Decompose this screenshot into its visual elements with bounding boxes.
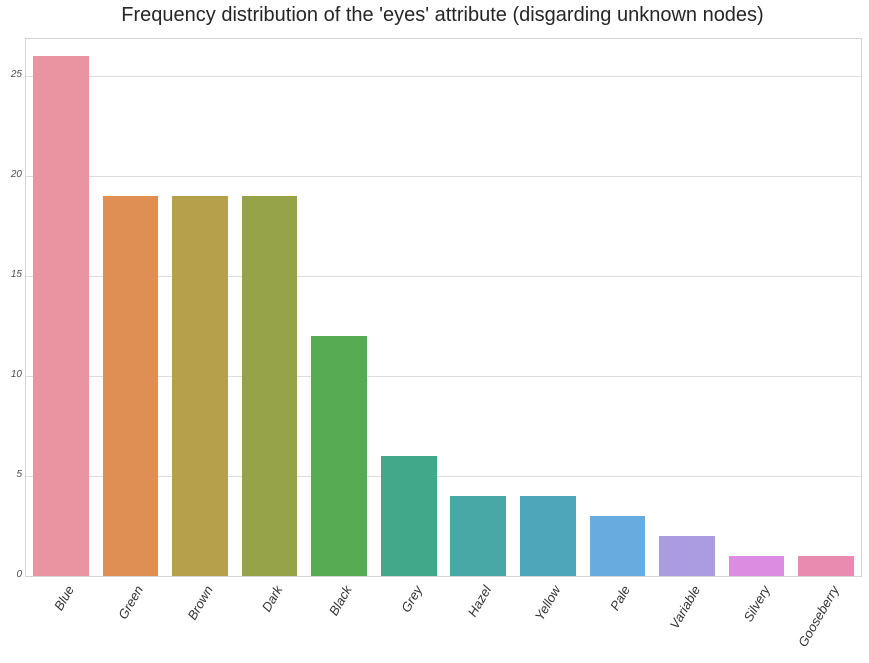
gridline [26,375,861,377]
bar-grey [380,456,437,576]
x-tick-label: Dark [258,583,286,615]
x-tick-label: Gooseberry [795,583,843,650]
y-tick-label: 10 [10,369,22,380]
x-tick-label: Variable [666,583,704,632]
bar-green [102,196,159,576]
gridline [26,175,861,177]
plot-area [25,38,862,577]
gridline [26,275,861,277]
bar-yellow [520,496,576,576]
gridline [26,75,861,77]
bar-brown [172,196,228,576]
bar-black [311,336,367,576]
x-tick-label: Green [115,583,147,622]
x-tick-label: Pale [607,583,634,614]
x-tick-label: Hazel [464,583,495,620]
bar-gooseberry [798,556,855,576]
y-tick-label: 25 [10,69,22,80]
bar-dark [241,196,298,576]
x-tick-label: Yellow [532,583,564,624]
y-tick-label: 15 [10,269,22,280]
x-tick-label: Black [326,583,356,619]
x-tick-label: Blue [50,583,77,614]
bar-silvery [728,556,785,576]
x-tick-label: Grey [397,583,425,615]
bar-hazel [450,496,507,576]
x-tick-label: Brown [184,583,216,623]
x-tick-label: Silvery [740,583,773,625]
gridline [26,475,861,477]
bar-variable [659,536,715,576]
chart-title: Frequency distribution of the 'eyes' att… [121,4,764,26]
bar-blue [32,56,89,576]
y-tick-label: 5 [16,469,22,480]
bar-pale [589,516,646,576]
y-tick-label: 0 [16,569,22,580]
y-tick-label: 20 [10,169,22,180]
